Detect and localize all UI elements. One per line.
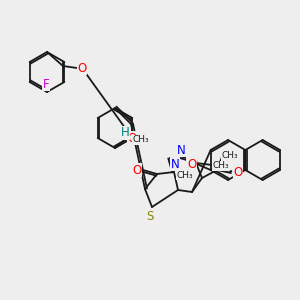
Text: O: O (187, 158, 196, 170)
Text: O: O (77, 61, 87, 74)
Text: S: S (146, 211, 154, 224)
Text: CH₃: CH₃ (176, 170, 193, 179)
Text: N: N (177, 143, 185, 157)
Text: O: O (132, 164, 142, 176)
Text: N: N (171, 158, 179, 170)
Text: O: O (128, 131, 136, 145)
Text: H: H (121, 127, 129, 140)
Text: CH₃: CH₃ (133, 136, 149, 145)
Text: F: F (43, 77, 49, 91)
Text: O: O (233, 167, 243, 179)
Text: CH₃: CH₃ (213, 161, 229, 170)
Text: CH₃: CH₃ (222, 152, 238, 160)
